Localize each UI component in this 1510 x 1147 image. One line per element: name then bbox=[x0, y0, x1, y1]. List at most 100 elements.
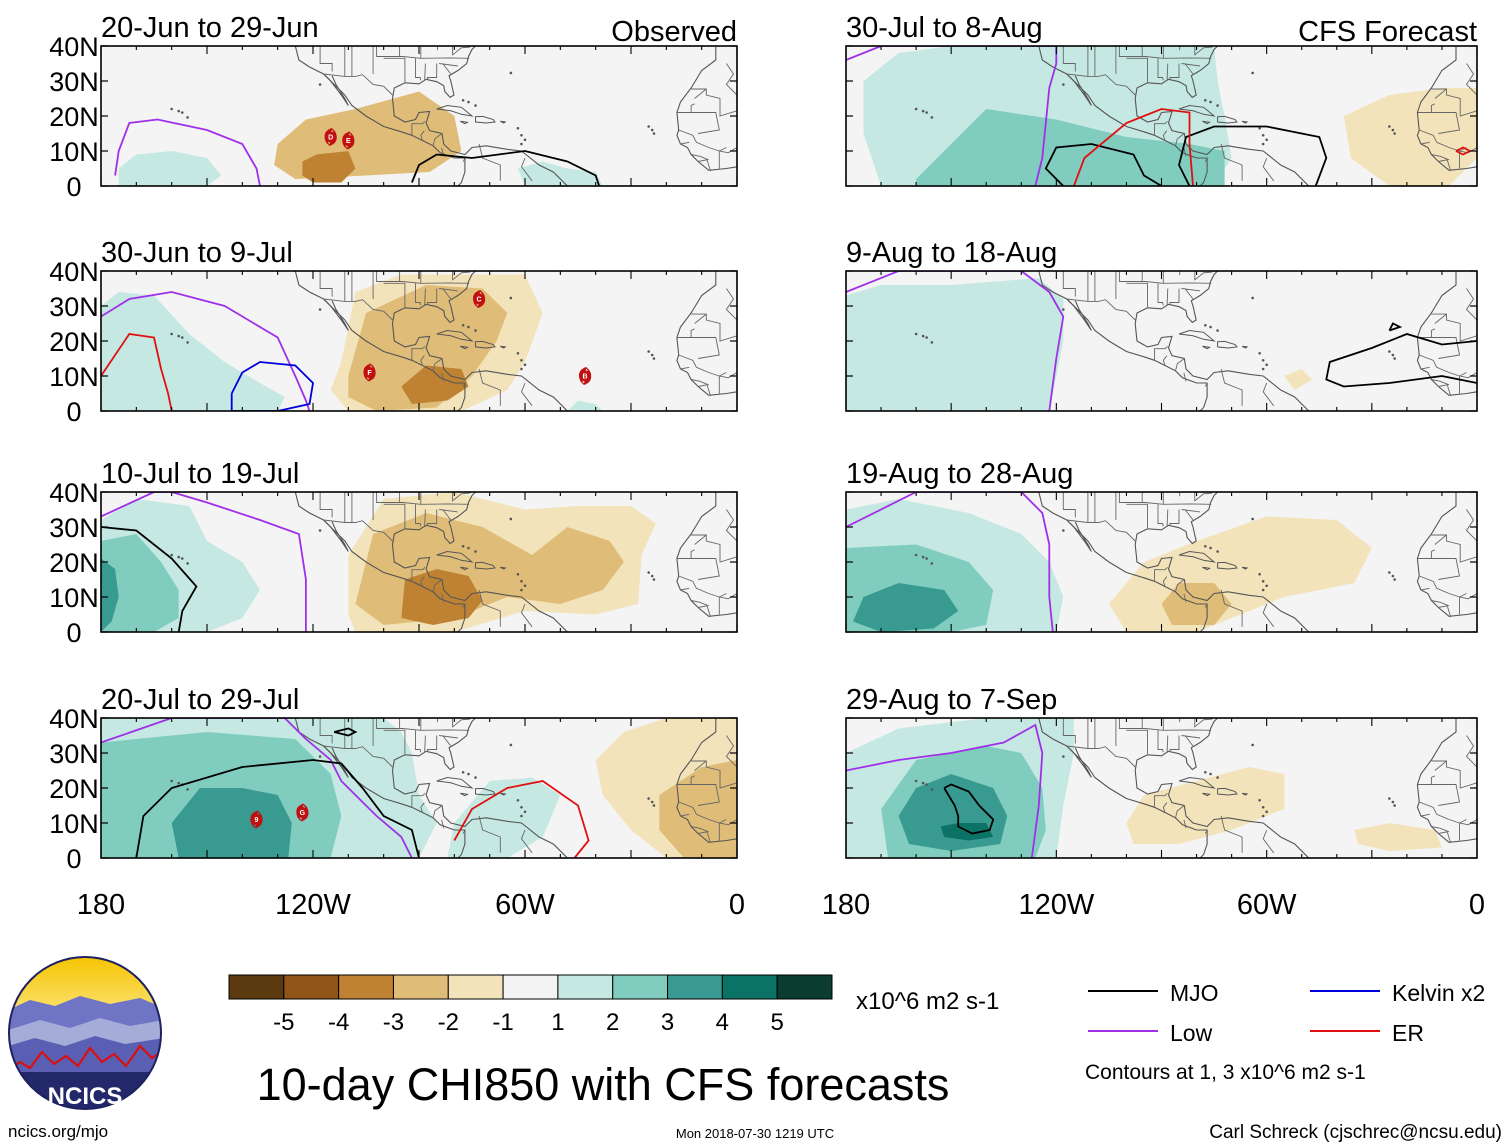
political-border bbox=[462, 157, 466, 162]
small-island bbox=[1062, 83, 1065, 86]
coastline-island bbox=[475, 561, 496, 570]
colorbar-swatch bbox=[228, 974, 285, 1000]
political-border bbox=[1459, 819, 1467, 841]
political-border bbox=[1062, 718, 1076, 744]
small-island bbox=[1258, 126, 1261, 130]
y-tick-label: 0 bbox=[66, 397, 81, 427]
political-border bbox=[725, 288, 737, 321]
coastline-baja bbox=[323, 298, 349, 331]
political-border bbox=[1431, 558, 1461, 580]
political-border bbox=[520, 603, 533, 628]
political-border bbox=[725, 63, 737, 96]
coastline-island bbox=[1217, 340, 1238, 349]
political-border bbox=[1183, 372, 1187, 382]
political-border bbox=[520, 157, 533, 182]
political-border bbox=[432, 805, 443, 818]
political-border bbox=[718, 819, 727, 841]
political-border bbox=[1194, 492, 1213, 502]
political-border bbox=[694, 534, 707, 545]
small-island bbox=[523, 138, 527, 142]
colorbar-swatch bbox=[557, 974, 614, 1000]
panel-tag: CFS Forecast bbox=[1298, 16, 1477, 48]
political-border bbox=[1438, 605, 1452, 618]
small-island bbox=[474, 550, 477, 553]
political-border bbox=[415, 58, 422, 81]
political-border bbox=[1184, 63, 1194, 75]
political-border bbox=[1431, 313, 1477, 342]
small-island bbox=[647, 125, 650, 128]
y-tick-label: 10N bbox=[49, 137, 99, 167]
political-border bbox=[1262, 603, 1275, 628]
small-island bbox=[930, 788, 934, 791]
small-island bbox=[509, 743, 513, 747]
coastline-island bbox=[475, 115, 496, 124]
y-tick-label: 20N bbox=[49, 327, 99, 357]
y-tick-label: 40N bbox=[49, 32, 99, 62]
storm-label: C bbox=[477, 297, 482, 304]
political-border bbox=[439, 509, 458, 513]
political-border bbox=[691, 534, 737, 563]
small-island bbox=[1388, 571, 1391, 574]
political-border bbox=[319, 718, 333, 744]
political-border bbox=[698, 831, 711, 844]
political-border bbox=[1184, 288, 1194, 300]
political-border bbox=[694, 88, 707, 99]
political-border bbox=[1184, 735, 1194, 747]
coastline-baja bbox=[1066, 73, 1092, 106]
political-border bbox=[1157, 504, 1164, 527]
coastline-island bbox=[500, 345, 507, 349]
small-island bbox=[520, 814, 523, 818]
y-tick-label: 20N bbox=[49, 102, 99, 132]
small-island bbox=[652, 578, 656, 581]
political-border bbox=[691, 558, 720, 580]
x-tick-label: 120W bbox=[1018, 889, 1094, 921]
contour-low bbox=[101, 291, 311, 411]
contour-er bbox=[101, 333, 173, 411]
political-border bbox=[1166, 509, 1169, 527]
contour-mjo bbox=[135, 759, 420, 858]
small-island bbox=[170, 332, 173, 336]
anomaly-shade bbox=[517, 161, 603, 186]
legend-label: Low bbox=[1170, 1020, 1213, 1046]
colorbar-label: 4 bbox=[716, 1009, 729, 1036]
coastline-americas bbox=[294, 46, 569, 186]
coastline-baja bbox=[323, 73, 349, 106]
small-island bbox=[925, 557, 928, 560]
y-tick-label: 0 bbox=[66, 618, 81, 648]
political-border bbox=[1438, 831, 1452, 844]
political-border bbox=[691, 826, 709, 833]
contour-er bbox=[1073, 108, 1194, 186]
political-border bbox=[1262, 382, 1275, 407]
storm-core bbox=[473, 293, 485, 305]
small-island bbox=[1251, 71, 1254, 75]
political-border bbox=[442, 509, 452, 521]
small-island bbox=[1391, 353, 1395, 357]
small-island bbox=[523, 810, 527, 814]
x-tick-label: 60W bbox=[495, 889, 555, 921]
coastline-island bbox=[1178, 329, 1216, 342]
storm-arm bbox=[363, 363, 372, 382]
political-border bbox=[452, 718, 471, 728]
political-border bbox=[1126, 729, 1148, 754]
small-island bbox=[467, 325, 470, 329]
political-border bbox=[452, 46, 471, 56]
political-border bbox=[1181, 63, 1201, 67]
political-border bbox=[1118, 718, 1212, 731]
small-island bbox=[647, 797, 650, 800]
political-border bbox=[718, 372, 727, 394]
small-island bbox=[1265, 138, 1268, 142]
coastline-island bbox=[460, 566, 469, 571]
political-border bbox=[678, 129, 737, 154]
storm-label: G bbox=[300, 810, 306, 817]
ncics-logo[interactable]: NCICS bbox=[8, 956, 164, 1112]
small-island bbox=[647, 571, 650, 574]
colorbar-label: -4 bbox=[328, 1009, 349, 1036]
coastline-africa bbox=[676, 492, 737, 617]
political-border bbox=[1169, 63, 1180, 80]
coastline-americas bbox=[294, 718, 569, 858]
political-border bbox=[1194, 718, 1213, 728]
ncics-url-link[interactable]: ncics.org/mjo bbox=[8, 1122, 108, 1141]
political-border bbox=[1154, 345, 1168, 361]
